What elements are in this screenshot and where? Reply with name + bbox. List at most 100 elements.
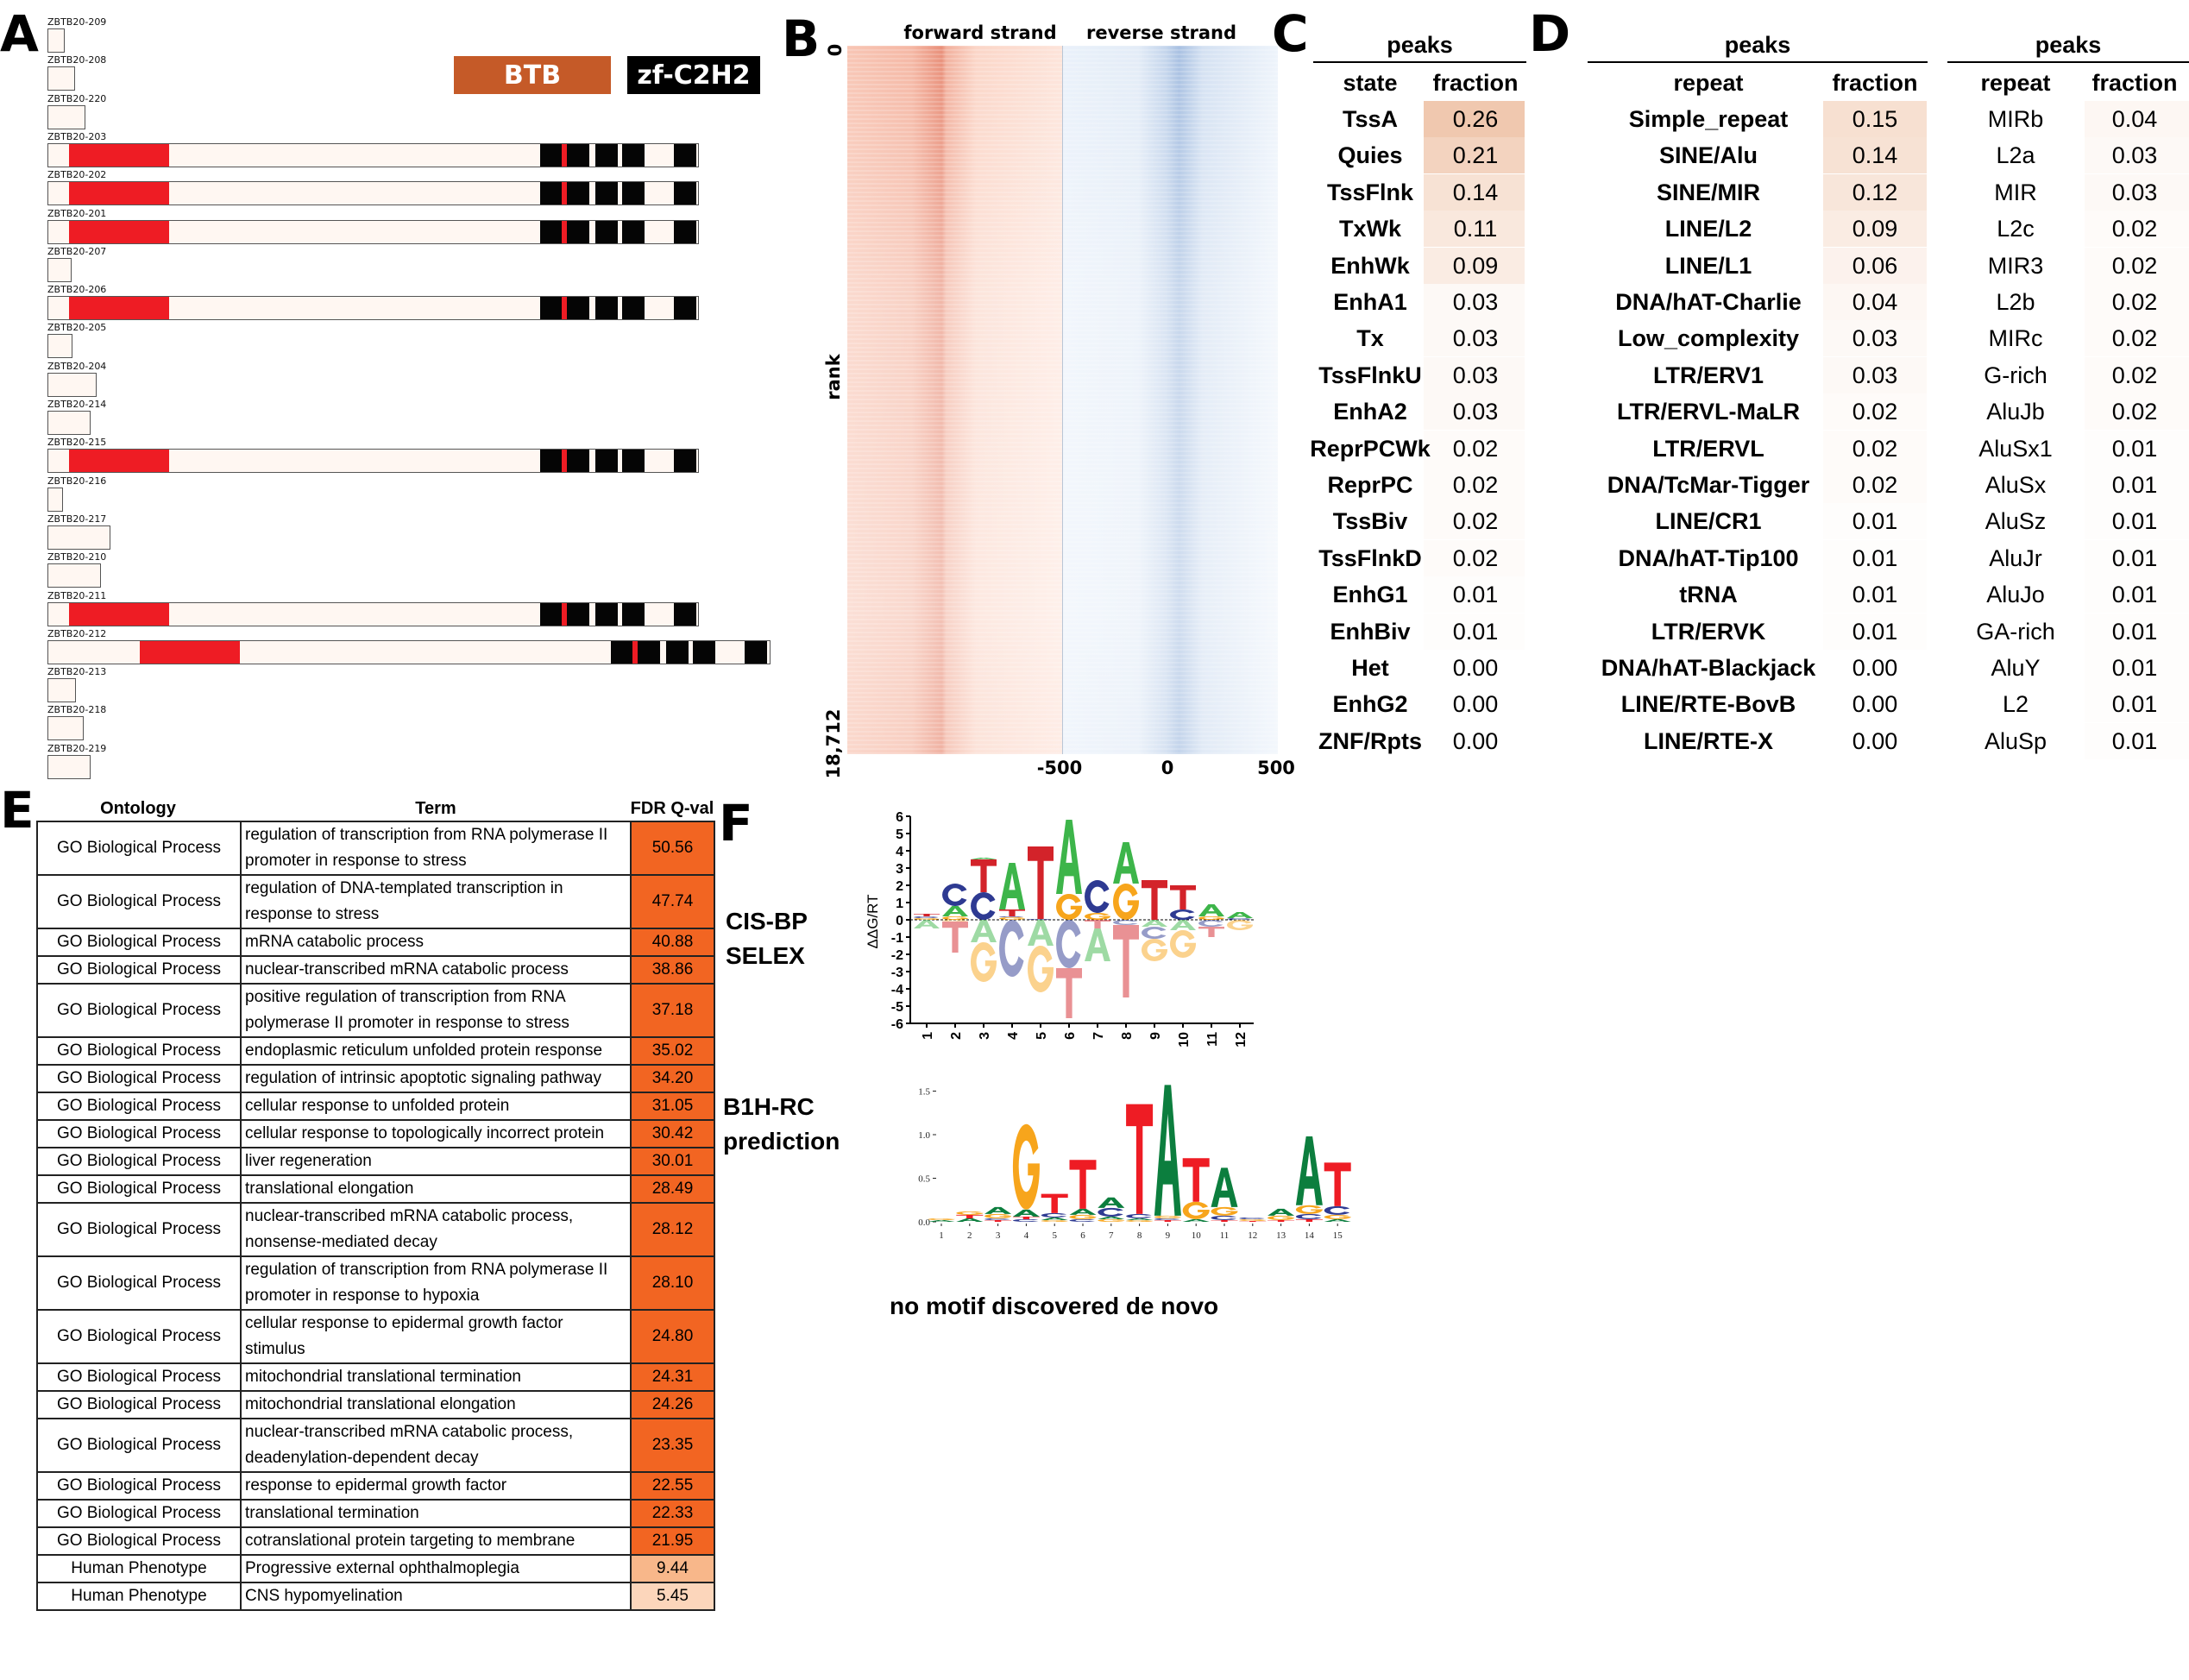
zf-c2h2-domain (674, 220, 696, 243)
row-label: LTR/ERVL-MaLR (1617, 399, 1800, 425)
transcript-bar (47, 296, 699, 321)
row-fraction: 0.02 (1452, 435, 1499, 462)
ontology-cell: GO Biological Process (36, 1174, 242, 1204)
fdr-cell: 24.31 (630, 1362, 715, 1392)
table-row: GO Biological Process response to epiderm… (36, 1471, 715, 1501)
fraction-column-header: fraction (1832, 70, 1918, 96)
term-cell: translational elongation (240, 1174, 632, 1204)
row-label: LTR/ERVL (1652, 435, 1764, 462)
x-tick-label: 6 (1080, 1230, 1085, 1241)
x-tick-label: 9 (1166, 1230, 1171, 1241)
ontology-cell: GO Biological Process (36, 1471, 242, 1501)
b1h-label: B1H-RC prediction (723, 1090, 840, 1159)
zf-c2h2-domain (567, 220, 589, 243)
x-tick-label: 5 (1052, 1230, 1057, 1241)
fraction-column-header: fraction (2092, 70, 2178, 96)
table-row: GO Biological Process positive regulation… (36, 983, 715, 1038)
row-fraction: 0.02 (1452, 508, 1499, 535)
fdr-cell: 21.95 (630, 1526, 715, 1556)
btb-domain (69, 143, 169, 167)
logo-letter-A (999, 863, 1025, 909)
logo-letter-G (1041, 1219, 1068, 1222)
logo-letter-G (1227, 919, 1253, 930)
ontology-cell: GO Biological Process (36, 955, 242, 985)
logo-letter-T (956, 1214, 984, 1218)
table-row: GO Biological Process translational elong… (36, 1174, 715, 1204)
zf-c2h2-domain (540, 297, 562, 320)
logo-letter-G (1182, 1201, 1210, 1219)
zf-c2h2-domain (622, 450, 645, 473)
x-tick-label: 1 (921, 1032, 935, 1040)
x-tick-label: 8 (1120, 1032, 1135, 1040)
logo-letter-T (1211, 1219, 1238, 1222)
logo-letter-C (1069, 1218, 1095, 1222)
row-fraction: 0.02 (2111, 289, 2158, 315)
label-column-header: repeat (1980, 70, 2051, 96)
transcript-bar (47, 334, 72, 359)
row-fraction: 0.01 (1852, 618, 1898, 645)
fraction-shade (1823, 503, 1927, 540)
zf-c2h2-domain (540, 182, 562, 205)
fdr-cell: 28.49 (630, 1174, 715, 1204)
row-fraction: 0.06 (1852, 252, 1898, 279)
de-novo-note: no motif discovered de novo (890, 1293, 1219, 1319)
zf-c2h2-domain (595, 182, 618, 205)
legend-zf-c2h2: zf-C2H2 (627, 56, 760, 94)
y-tick-label: 1.0 (918, 1130, 930, 1141)
x-tick-label: 12 (1248, 1230, 1257, 1241)
logo-letter-G (1154, 1215, 1181, 1218)
logo-letter-A (1211, 1167, 1238, 1207)
term-cell: regulation of intrinsic apoptotic signal… (240, 1064, 632, 1093)
table-row: GO Biological Process regulation of trans… (36, 821, 715, 876)
logo-letter-T (1198, 927, 1224, 937)
fdr-cell: 47.74 (630, 874, 715, 929)
ontology-cell: GO Biological Process (36, 1499, 242, 1528)
logo-letter-G (1056, 893, 1082, 920)
x-tick-label: 6 (1063, 1032, 1078, 1040)
panel-label-a: A (0, 4, 39, 63)
row-label: Tx (1356, 325, 1384, 352)
group-header: peaks (1724, 32, 1791, 58)
logo-letter-G (1012, 1123, 1040, 1210)
term-cell: endoplasmic reticulum unfolded protein r… (240, 1036, 632, 1066)
row-label: MIR3 (1987, 252, 2044, 279)
y-tick-label: 6 (896, 810, 903, 825)
header-rule (1947, 61, 2189, 63)
logo-letter-T (984, 1219, 1012, 1222)
row-fraction: 0.00 (1852, 727, 1898, 754)
x-tick-label: 2 (949, 1032, 964, 1040)
table-row: GO Biological Process regulation of intri… (36, 1064, 715, 1093)
zf-c2h2-domain (595, 220, 618, 243)
logo-letter-A (914, 920, 940, 928)
fraction-shade (1823, 211, 1927, 248)
row-fraction: 0.14 (1852, 142, 1898, 169)
row-label: AluJb (1986, 399, 2045, 425)
fraction-shade (1823, 284, 1927, 320)
term-cell: regulation of DNA-templated transcriptio… (240, 874, 632, 929)
logo-letter-G (1126, 1219, 1154, 1222)
fdr-cell: 22.55 (630, 1471, 715, 1501)
btb-domain (562, 143, 567, 167)
forward-strand-heatmap (847, 46, 1062, 754)
logo-letter-A (1182, 1218, 1210, 1222)
logo-letter-G (928, 1218, 955, 1220)
transcript-bar (47, 639, 771, 664)
logo-letter-A (1085, 928, 1110, 961)
fraction-shade (1823, 137, 1927, 174)
group-header: peaks (1387, 32, 1453, 58)
logo-letter-T (1012, 1216, 1040, 1219)
logo-letter-A (1028, 920, 1054, 946)
y-tick-label: 0.5 (918, 1174, 930, 1185)
y-tick-label: -1 (891, 931, 903, 946)
row-label: tRNA (1679, 582, 1738, 608)
cisbp-label: CIS-BP SELEX (726, 904, 808, 973)
btb-domain (140, 640, 240, 664)
table-row: GO Biological Process translational termi… (36, 1499, 715, 1528)
x-tick-label: 3 (996, 1230, 1001, 1241)
transcript-label: ZBTB20-204 (47, 360, 107, 372)
row-fraction: 0.00 (1452, 727, 1499, 754)
row-label: LINE/L1 (1664, 252, 1752, 279)
zf-c2h2-domain (674, 143, 696, 167)
fraction-shade (2085, 430, 2189, 467)
logo-letter-A (1113, 842, 1139, 884)
